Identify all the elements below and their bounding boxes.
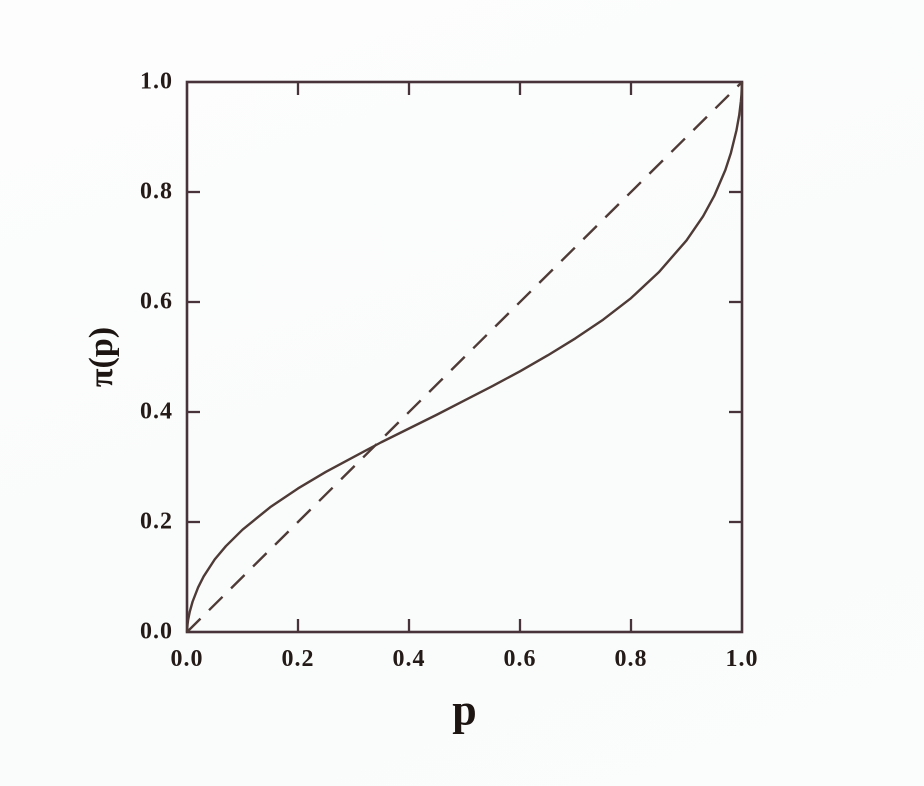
y-tick-label: 0.2 [140, 508, 173, 535]
probability-weighting-function-line [185, 81, 744, 633]
y-tick-label: 0.6 [140, 288, 173, 315]
x-tick-label: 0.8 [614, 646, 648, 672]
y-tick-label: 0.0 [140, 618, 173, 645]
x-tick-label: 0.6 [503, 646, 537, 672]
x-tick-label: 0.2 [281, 646, 315, 672]
y-tick-label: 1.0 [140, 68, 173, 95]
y-axis-label: π(p) [83, 326, 120, 388]
y-tick-label: 0.8 [140, 178, 173, 205]
identity-diagonal-line [186, 81, 743, 633]
x-tick-label: 1.0 [725, 646, 759, 672]
x-tick-label: 0.4 [392, 646, 426, 672]
x-axis-label: p [452, 685, 477, 735]
y-tick-label: 0.4 [140, 398, 173, 425]
x-tick-label: 0.0 [170, 646, 204, 672]
plot-frame [185, 80, 744, 634]
